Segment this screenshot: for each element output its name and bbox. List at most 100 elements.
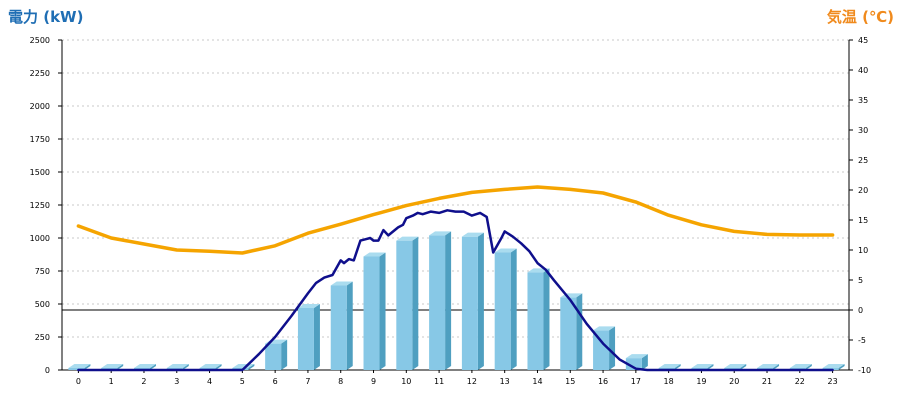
right-tick-label: 45 [858, 36, 868, 45]
left-tick-label: 1500 [30, 168, 50, 177]
x-tick-label: 20 [729, 377, 739, 386]
right-tick-label: 0 [858, 306, 863, 315]
bar-side [281, 339, 288, 370]
bar-top [593, 326, 616, 331]
bar [593, 326, 616, 370]
x-tick-label: 21 [762, 377, 772, 386]
bar-front [265, 343, 282, 370]
bar-side [576, 293, 583, 370]
x-tick-label: 7 [305, 377, 310, 386]
x-tick-label: 23 [828, 377, 838, 386]
bar-front [527, 272, 544, 370]
bar-front [461, 236, 478, 370]
left-tick-label: 2000 [30, 102, 50, 111]
left-axis-label: 電力 (kW) [8, 8, 84, 26]
x-tick-label: 18 [664, 377, 674, 386]
bar [560, 293, 583, 370]
x-tick-label: 15 [565, 377, 575, 386]
bar-top [461, 232, 484, 237]
bar-front [396, 240, 413, 370]
bar [265, 339, 288, 370]
x-tick-label: 12 [467, 377, 477, 386]
bar-top [199, 364, 222, 368]
x-tick-label: 3 [174, 377, 179, 386]
bar-top [724, 364, 747, 368]
x-tick-label: 11 [434, 377, 444, 386]
x-tick-label: 19 [696, 377, 706, 386]
bar-top [691, 364, 714, 368]
bar-side [313, 303, 320, 370]
x-tick-label: 17 [631, 377, 641, 386]
right-tick-label: -10 [858, 366, 871, 375]
bar-top [494, 248, 517, 253]
bar [396, 236, 419, 370]
bar [429, 231, 452, 370]
temperature-line [76, 185, 835, 255]
bar-front [363, 256, 380, 370]
left-tick-label: 2250 [30, 69, 50, 78]
left-tick-label: 1000 [30, 234, 50, 243]
right-axis-label: 気温 (℃) [826, 8, 894, 26]
bar-side [117, 364, 124, 370]
left-tick-label: 0 [45, 366, 50, 375]
bar-side [412, 236, 419, 370]
right-tick-label: 20 [858, 186, 868, 195]
bar [494, 248, 517, 370]
x-tick-label: 6 [273, 377, 278, 386]
bar-front [593, 330, 610, 370]
right-tick-label: 40 [858, 66, 868, 75]
x-tick-label: 2 [141, 377, 146, 386]
x-tick-label: 16 [598, 377, 608, 386]
x-tick-label: 10 [401, 377, 411, 386]
bar [461, 232, 484, 370]
bar-top [757, 364, 780, 368]
x-tick-label: 22 [795, 377, 805, 386]
left-tick-label: 750 [35, 267, 50, 276]
left-tick-label: 500 [35, 300, 50, 309]
bar-front [330, 285, 347, 370]
bar-side [379, 252, 386, 370]
bar-front [297, 307, 314, 370]
right-tick-label: 25 [858, 156, 868, 165]
bar [363, 252, 386, 370]
bar-side [84, 364, 91, 370]
bar [297, 303, 320, 370]
bar-front [429, 235, 446, 370]
right-tick-label: 5 [858, 276, 863, 285]
bar-top [363, 252, 386, 257]
bar-side [773, 364, 780, 370]
x-tick-label: 1 [109, 377, 114, 386]
bar-top [330, 281, 353, 286]
bar-side [838, 364, 845, 370]
bar [68, 364, 91, 370]
x-tick-label: 13 [500, 377, 510, 386]
bar-front [494, 252, 511, 370]
bar-side [346, 281, 353, 370]
bar-top [396, 236, 419, 241]
x-tick-label: 14 [532, 377, 542, 386]
right-tick-label: -5 [858, 336, 866, 345]
bar-side [674, 364, 681, 370]
bar-side [248, 364, 255, 370]
power-line [77, 209, 834, 372]
right-tick-label: 10 [858, 246, 868, 255]
bar-side [215, 364, 222, 370]
bar-top [429, 231, 452, 236]
x-tick-label: 9 [371, 377, 376, 386]
bar-top [166, 364, 189, 368]
bar-front [560, 297, 577, 370]
x-tick-label: 8 [338, 377, 343, 386]
bar-front [625, 358, 642, 370]
bar-side [543, 268, 550, 370]
bar-side [707, 364, 714, 370]
bar-side [149, 364, 156, 370]
right-tick-label: 15 [858, 216, 868, 225]
bar-side [641, 354, 648, 370]
x-tick-label: 5 [240, 377, 245, 386]
bar-top [101, 364, 124, 368]
bar-side [510, 248, 517, 370]
bar-side [609, 326, 616, 370]
bar [330, 281, 353, 370]
